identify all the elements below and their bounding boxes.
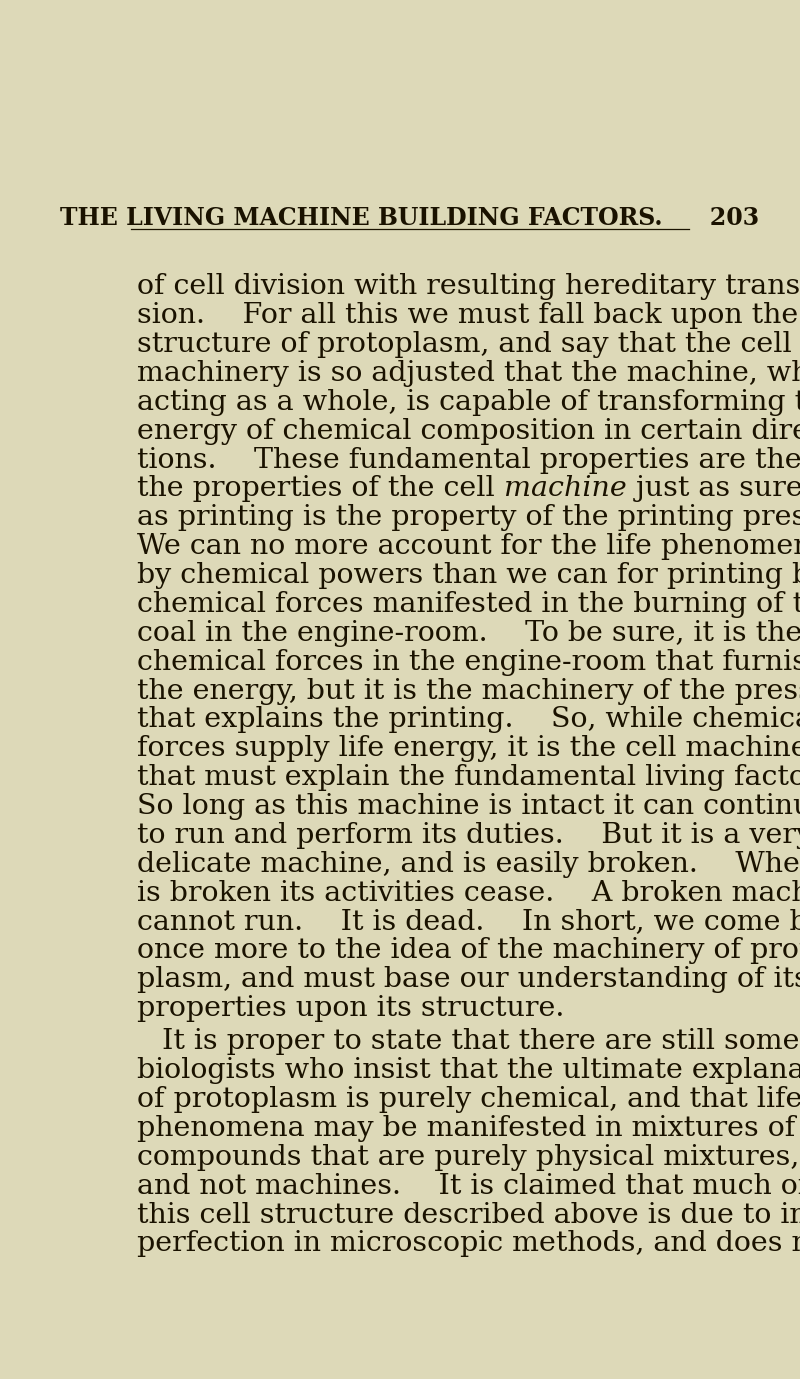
Text: that explains the printing.  So, while chemical: that explains the printing. So, while ch… (138, 706, 800, 734)
Text: properties upon its structure.: properties upon its structure. (138, 996, 565, 1022)
Text: the energy, but it is the machinery of the press: the energy, but it is the machinery of t… (138, 677, 800, 705)
Text: machine: machine (504, 476, 626, 502)
Text: coal in the engine-room.  To be sure, it is the: coal in the engine-room. To be sure, it … (138, 619, 800, 647)
Text: chemical forces manifested in the burning of the: chemical forces manifested in the burnin… (138, 592, 800, 618)
Text: to run and perform its duties.  But it is a very: to run and perform its duties. But it is… (138, 822, 800, 849)
Text: of cell division with resulting hereditary transmis-: of cell division with resulting heredita… (138, 273, 800, 301)
Text: delicate machine, and is easily broken.  When it: delicate machine, and is easily broken. … (138, 851, 800, 878)
Text: biologists who insist that the ultimate explanation: biologists who insist that the ultimate … (138, 1058, 800, 1084)
Text: the properties of the cell: the properties of the cell (138, 476, 504, 502)
Text: We can no more account for the life phenomena: We can no more account for the life phen… (138, 534, 800, 560)
Text: as printing is the property of the printing press.: as printing is the property of the print… (138, 505, 800, 531)
Text: perfection in microscopic methods, and does not: perfection in microscopic methods, and d… (138, 1230, 800, 1258)
Text: acting as a whole, is capable of transforming the: acting as a whole, is capable of transfo… (138, 389, 800, 416)
Text: this cell structure described above is due to im-: this cell structure described above is d… (138, 1201, 800, 1229)
Text: machinery is so adjusted that the machine, when: machinery is so adjusted that the machin… (138, 360, 800, 387)
Text: It is proper to state that there are still some: It is proper to state that there are sti… (162, 1029, 799, 1055)
Text: compounds that are purely physical mixtures,: compounds that are purely physical mixtu… (138, 1143, 799, 1171)
Text: plasm, and must base our understanding of its: plasm, and must base our understanding o… (138, 967, 800, 993)
Text: cannot run.  It is dead.  In short, we come back: cannot run. It is dead. In short, we com… (138, 909, 800, 935)
Text: phenomena may be manifested in mixtures of: phenomena may be manifested in mixtures … (138, 1116, 795, 1142)
Text: sion.  For all this we must fall back upon the: sion. For all this we must fall back upo… (138, 302, 798, 330)
Text: and not machines.  It is claimed that much of: and not machines. It is claimed that muc… (138, 1172, 800, 1200)
Text: So long as this machine is intact it can continue: So long as this machine is intact it can… (138, 793, 800, 821)
Text: is broken its activities cease.  A broken machine: is broken its activities cease. A broken… (138, 880, 800, 906)
Text: that must explain the fundamental living factors.: that must explain the fundamental living… (138, 764, 800, 792)
Text: by chemical powers than we can for printing by: by chemical powers than we can for print… (138, 563, 800, 589)
Text: once more to the idea of the machinery of proto-: once more to the idea of the machinery o… (138, 938, 800, 964)
Text: just as surely: just as surely (626, 476, 800, 502)
Text: chemical forces in the engine-room that furnishes: chemical forces in the engine-room that … (138, 648, 800, 676)
Text: forces supply life energy, it is the cell machinery: forces supply life energy, it is the cel… (138, 735, 800, 763)
Text: structure of protoplasm, and say that the cell: structure of protoplasm, and say that th… (138, 331, 792, 359)
Text: tions.  These fundamental properties are then: tions. These fundamental properties are … (138, 447, 800, 473)
Text: of protoplasm is purely chemical, and that life: of protoplasm is purely chemical, and th… (138, 1087, 800, 1113)
Text: energy of chemical composition in certain direc-: energy of chemical composition in certai… (138, 418, 800, 444)
Text: THE LIVING MACHINE BUILDING FACTORS.  203: THE LIVING MACHINE BUILDING FACTORS. 203 (61, 205, 759, 230)
